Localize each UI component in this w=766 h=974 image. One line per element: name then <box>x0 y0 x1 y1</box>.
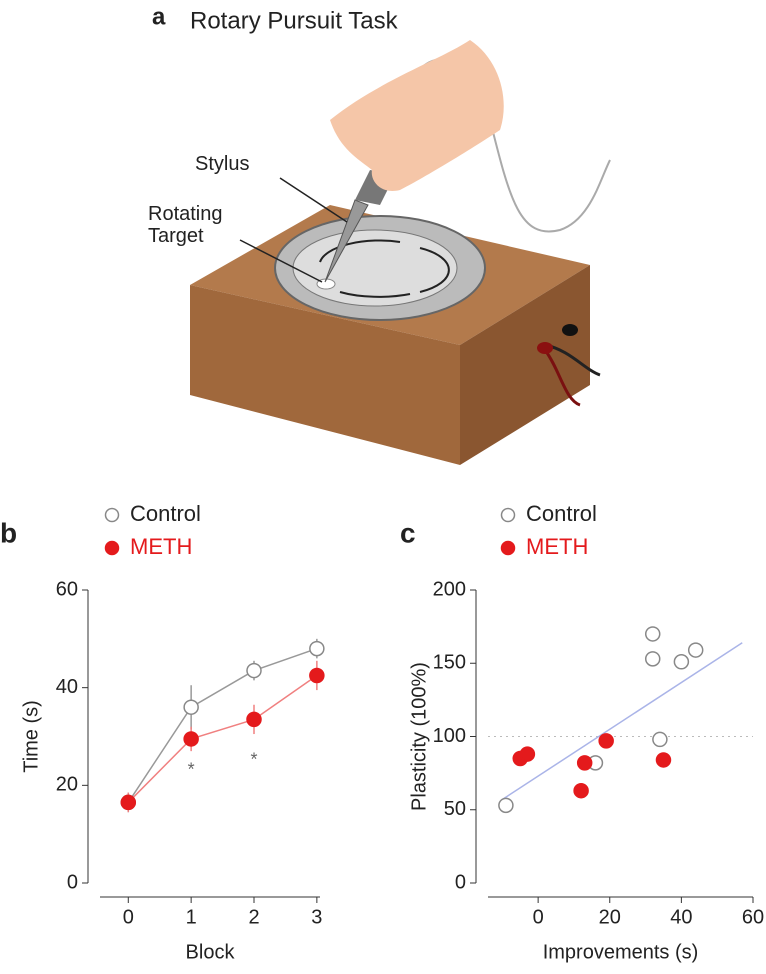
point <box>598 733 614 749</box>
legend-marker <box>104 540 120 556</box>
y-tick-label: 200 <box>433 578 466 600</box>
point <box>655 752 672 768</box>
panel-label: c <box>400 517 416 548</box>
y-axis-label: Time (s) <box>20 700 42 773</box>
x-tick-label: 40 <box>670 906 692 928</box>
panel-label: b <box>0 517 17 548</box>
point <box>652 731 668 748</box>
point <box>498 797 514 814</box>
y-tick-label: 150 <box>433 652 466 674</box>
x-tick-label: 2 <box>248 906 259 928</box>
point <box>246 662 262 679</box>
x-tick-label: 60 <box>742 906 764 928</box>
y-axis-label: Plasticity (100%) <box>408 662 430 811</box>
y-tick-label: 0 <box>67 871 78 893</box>
legend-label: Control <box>526 501 597 526</box>
x-tick-label: 3 <box>311 906 322 928</box>
x-tick-label: 20 <box>599 906 621 928</box>
annotation: * <box>188 759 195 779</box>
target-label: Rotating Target <box>148 203 223 247</box>
x-axis-label: Improvements (s) <box>543 941 699 963</box>
series-line <box>127 674 318 803</box>
annotation: * <box>250 750 257 770</box>
legend-marker <box>104 507 120 523</box>
series-line <box>127 647 318 803</box>
illustration-title: Rotary Pursuit Task <box>190 7 399 34</box>
y-tick-label: 50 <box>444 798 466 820</box>
y-tick-label: 0 <box>455 871 466 893</box>
point <box>309 640 325 657</box>
legend-label: METH <box>526 534 588 559</box>
y-tick-label: 20 <box>56 774 78 796</box>
point <box>120 794 137 811</box>
y-tick-label: 100 <box>433 725 466 747</box>
point <box>183 731 199 747</box>
legend-label: Control <box>130 501 201 526</box>
y-tick-label: 60 <box>56 578 78 600</box>
point <box>519 746 536 762</box>
legend-marker <box>500 540 516 556</box>
point <box>576 755 593 771</box>
x-tick-label: 0 <box>123 906 134 928</box>
point <box>644 626 661 642</box>
point <box>183 699 199 715</box>
point <box>246 711 262 728</box>
point <box>687 642 704 658</box>
stylus-label: Stylus <box>195 153 250 175</box>
point <box>673 654 690 670</box>
point <box>309 667 325 684</box>
panel-label: a <box>152 3 166 30</box>
x-tick-label: 1 <box>186 906 197 928</box>
y-tick-label: 40 <box>56 676 78 698</box>
point <box>644 651 661 667</box>
fit-line <box>501 642 743 801</box>
x-axis-label: Block <box>186 941 236 963</box>
legend-marker <box>500 507 516 523</box>
point <box>573 782 589 799</box>
apparatus <box>190 40 611 465</box>
legend-label: METH <box>130 534 192 559</box>
x-tick-label: 0 <box>533 906 544 928</box>
